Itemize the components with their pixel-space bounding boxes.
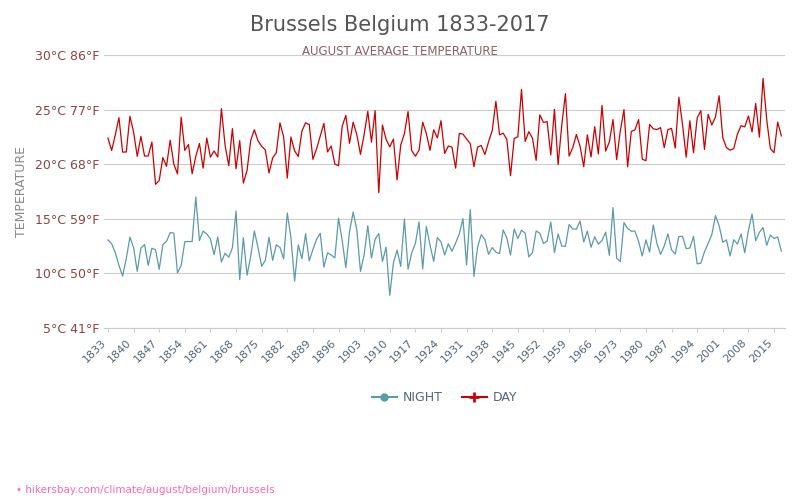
Text: Brussels Belgium 1833-2017: Brussels Belgium 1833-2017 — [250, 15, 550, 35]
Text: • hikersbay.com/climate/august/belgium/brussels: • hikersbay.com/climate/august/belgium/b… — [16, 485, 274, 495]
Legend: NIGHT, DAY: NIGHT, DAY — [367, 386, 522, 409]
Y-axis label: TEMPERATURE: TEMPERATURE — [15, 146, 28, 237]
Text: AUGUST AVERAGE TEMPERATURE: AUGUST AVERAGE TEMPERATURE — [302, 45, 498, 58]
